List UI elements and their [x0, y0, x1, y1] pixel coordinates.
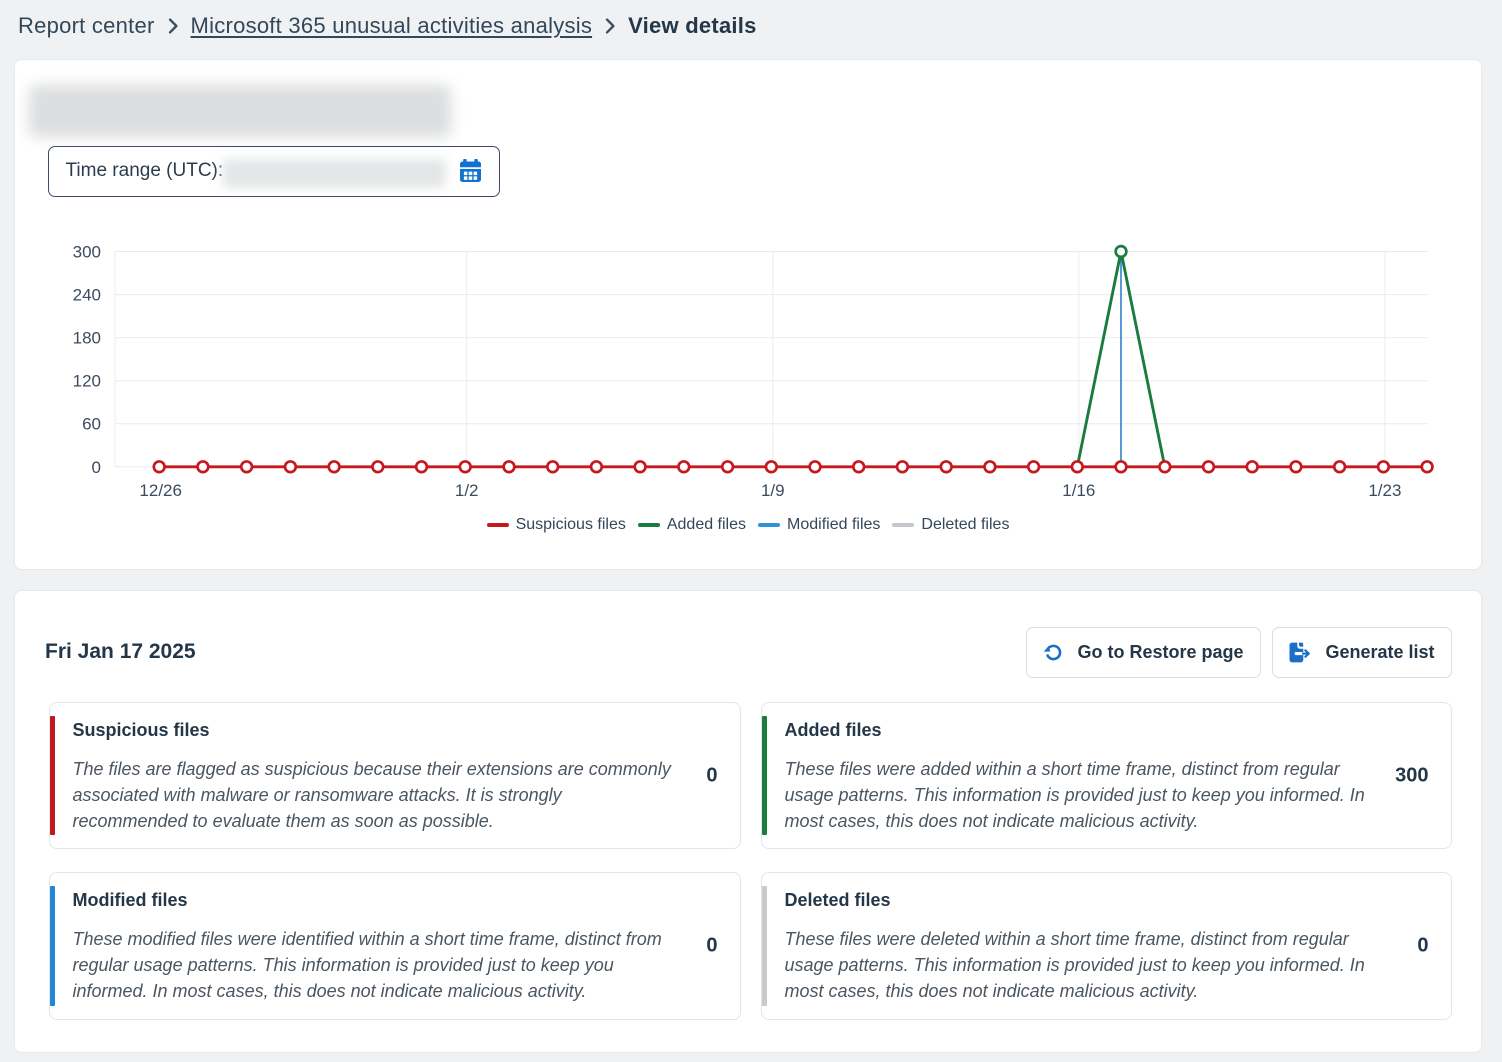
- svg-text:1/9: 1/9: [761, 481, 785, 500]
- svg-text:240: 240: [73, 286, 101, 305]
- svg-text:1/2: 1/2: [455, 481, 479, 500]
- svg-text:60: 60: [82, 415, 101, 434]
- svg-text:120: 120: [73, 372, 101, 391]
- svg-text:1/23: 1/23: [1368, 481, 1401, 500]
- svg-text:12/26: 12/26: [139, 481, 182, 500]
- svg-text:1/16: 1/16: [1062, 481, 1095, 500]
- svg-text:180: 180: [73, 329, 101, 348]
- svg-text:0: 0: [92, 458, 101, 477]
- svg-text:300: 300: [73, 243, 101, 262]
